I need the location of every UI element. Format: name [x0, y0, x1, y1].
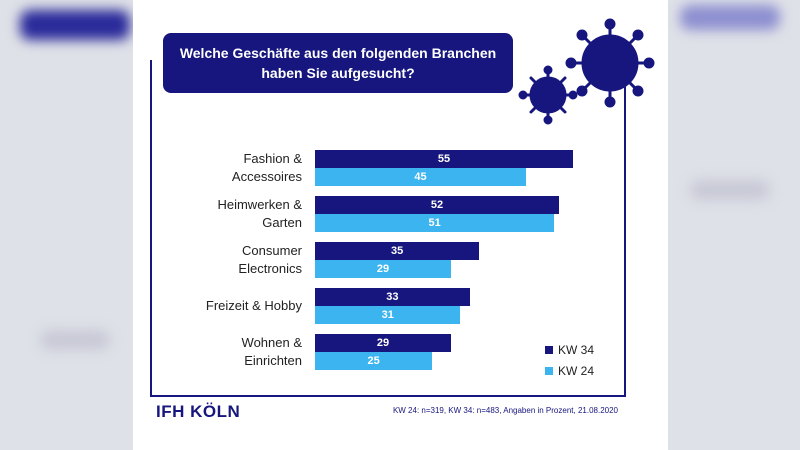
value-label: 35	[390, 245, 404, 257]
value-label: 31	[381, 309, 394, 321]
legend-swatch	[545, 367, 553, 375]
value-label: 33	[386, 291, 399, 303]
value-label: 45	[414, 171, 427, 183]
virus-icons	[518, 18, 655, 125]
category-label: Consumer Electronics	[238, 243, 302, 276]
bar	[315, 196, 559, 214]
chart-frame	[150, 60, 626, 397]
value-label: 52	[430, 199, 444, 211]
bar	[315, 306, 461, 324]
bar	[315, 288, 470, 306]
bar	[315, 168, 527, 186]
category-label: Fashion & Accessoires	[231, 151, 302, 184]
value-label: 29	[376, 263, 390, 275]
value-label: 29	[376, 337, 390, 349]
legend-label: KW 34	[558, 343, 595, 357]
bar	[315, 334, 452, 352]
background-blur	[20, 10, 130, 40]
footnote: KW 24: n=319, KW 34: n=483, Angaben in P…	[392, 406, 618, 415]
bar	[315, 352, 433, 370]
legend-label: KW 24	[558, 364, 595, 378]
background-blur	[40, 330, 110, 350]
chart-title: Welche Geschäfte aus den folgenden Branc…	[163, 33, 513, 93]
bar	[315, 150, 573, 168]
value-label: 51	[428, 217, 441, 229]
category-label: Wohnen & Einrichten	[241, 335, 302, 368]
category-label: Heimwerken & Garten	[217, 197, 302, 230]
value-label: 25	[367, 355, 380, 367]
value-label: 55	[437, 153, 451, 165]
category-label: Freizeit & Hobby	[205, 298, 302, 313]
bar	[315, 260, 452, 278]
background-blur	[680, 5, 780, 30]
background-blur	[690, 180, 770, 200]
legend-swatch	[545, 346, 553, 354]
bar	[315, 214, 555, 232]
logo: IFH KÖLN	[156, 402, 241, 421]
bar	[315, 242, 480, 260]
